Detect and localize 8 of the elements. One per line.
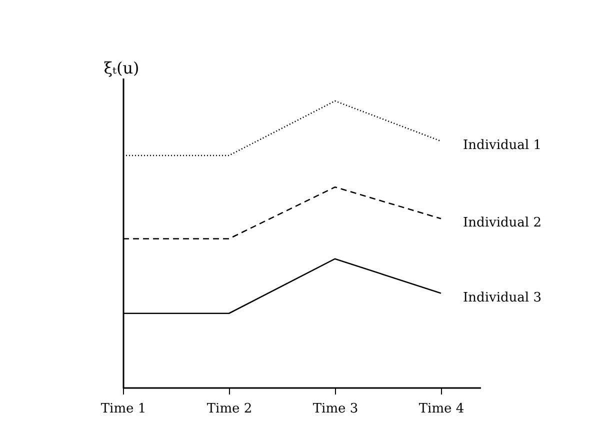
series-label: Individual 2 (463, 216, 542, 231)
series-label: Individual 1 (463, 138, 542, 154)
x-tick-label: Time 2 (206, 402, 252, 416)
series-label: Individual 3 (463, 290, 542, 306)
x-tick-label: Time 1 (100, 402, 146, 416)
y-axis-title: ξₜ(u) (104, 58, 140, 78)
x-tick-label: Time 3 (312, 402, 358, 416)
x-tick-label: Time 4 (418, 402, 464, 416)
